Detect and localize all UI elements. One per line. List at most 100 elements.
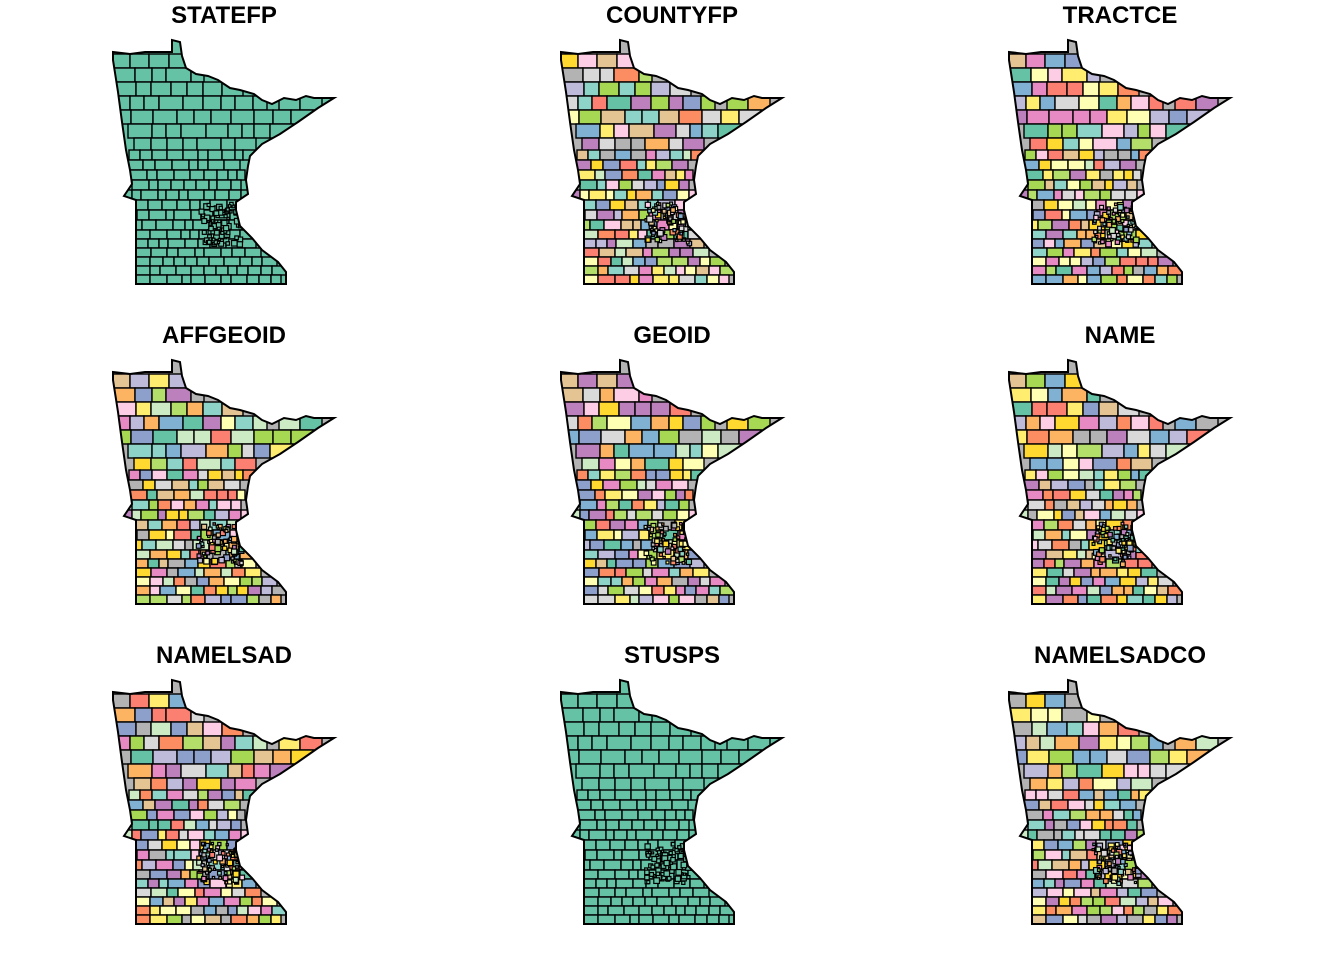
tract-polygon — [613, 529, 623, 541]
metro-tract-polygon — [1110, 867, 1118, 875]
metro-tract-polygon — [1099, 217, 1106, 223]
tract-polygon — [129, 693, 150, 709]
tract-polygon — [166, 549, 182, 560]
tract-polygon — [1069, 489, 1087, 501]
tract-polygon — [579, 499, 598, 511]
tract-polygon — [596, 373, 618, 389]
tract-polygon — [663, 905, 677, 916]
tract-polygon — [577, 809, 596, 821]
tract-polygon — [1062, 887, 1075, 898]
tract-polygon — [1035, 789, 1049, 801]
tract-polygon — [637, 169, 653, 181]
metro-tract-polygon — [1117, 866, 1121, 870]
tract-polygon — [1126, 179, 1138, 191]
tract-polygon — [128, 149, 141, 161]
tract-polygon — [227, 443, 243, 459]
tract-polygon — [158, 95, 184, 111]
tract-polygon — [641, 429, 660, 445]
tract-polygon — [165, 67, 192, 83]
tract-polygon — [1054, 238, 1065, 249]
tract-polygon — [583, 81, 600, 97]
tract-polygon — [1062, 869, 1078, 880]
tract-polygon — [675, 585, 686, 596]
tract-polygon — [579, 819, 598, 831]
tract-polygon — [270, 274, 282, 284]
tract-polygon — [170, 81, 188, 97]
metro-tract-polygon — [222, 224, 230, 232]
tract-polygon — [641, 109, 660, 125]
tract-polygon — [176, 429, 195, 445]
metro-tract-polygon — [646, 879, 651, 885]
tract-polygon — [170, 401, 188, 417]
tract-polygon — [239, 256, 253, 267]
tract-polygon — [1135, 576, 1149, 587]
tract-polygon — [616, 693, 640, 709]
tract-polygon — [207, 159, 225, 171]
tract-polygon — [651, 887, 670, 898]
tract-polygon — [1058, 896, 1071, 907]
tract-polygon — [656, 179, 666, 191]
tract-polygon — [253, 763, 271, 779]
tract-polygon — [596, 53, 618, 69]
metro-tract-polygon — [216, 870, 222, 876]
tract-polygon — [578, 109, 602, 125]
metro-tract-polygon — [647, 208, 652, 214]
metro-tract-polygon — [223, 855, 228, 860]
tract-polygon — [606, 95, 632, 111]
tract-polygon — [1074, 509, 1085, 521]
tract-polygon — [197, 789, 209, 801]
tract-polygon — [1130, 415, 1150, 431]
tract-polygon — [171, 479, 190, 491]
tract-polygon — [1130, 735, 1150, 751]
tract-polygon — [577, 373, 598, 389]
tract-polygon — [234, 789, 244, 801]
tract-polygon — [613, 123, 630, 139]
tract-polygon — [269, 123, 294, 139]
tract-polygon — [621, 809, 639, 821]
metro-tract-polygon — [231, 544, 237, 550]
tract-polygon — [140, 829, 159, 841]
tract-polygon — [1039, 95, 1056, 111]
metro-tract-polygon — [201, 544, 205, 549]
tract-polygon — [181, 594, 192, 604]
tract-polygon — [182, 149, 199, 161]
tract-polygon — [216, 179, 232, 191]
metro-tract-polygon — [220, 230, 225, 236]
metro-tract-polygon — [1110, 237, 1114, 242]
tract-polygon — [1104, 819, 1114, 831]
tract-polygon — [605, 499, 620, 511]
metro-tract-polygon — [208, 844, 214, 850]
tract-polygon — [631, 499, 645, 511]
tract-polygon — [652, 594, 670, 604]
metro-tract-polygon — [1106, 206, 1111, 211]
tract-polygon — [604, 809, 623, 821]
metro-tract-polygon — [230, 560, 235, 564]
metro-tract-polygon — [1093, 229, 1098, 235]
tract-polygon — [1082, 81, 1100, 97]
tract-polygon — [173, 169, 191, 181]
tract-polygon — [1009, 721, 1033, 737]
tract-polygon — [631, 819, 645, 831]
tract-polygon — [1062, 594, 1079, 604]
tract-polygon — [684, 585, 697, 596]
tract-polygon — [135, 721, 152, 737]
tract-polygon — [619, 159, 638, 171]
tract-polygon — [589, 219, 605, 231]
tract-polygon — [1052, 489, 1071, 501]
tract-polygon — [626, 509, 637, 521]
metro-tract-polygon — [661, 522, 665, 526]
tract-polygon — [1112, 819, 1128, 831]
metro-tract-polygon — [645, 853, 651, 858]
tract-polygon — [216, 489, 229, 501]
state-outline — [1008, 678, 1234, 925]
tract-polygon — [260, 905, 273, 916]
tract-polygon — [603, 219, 622, 231]
tract-polygon — [1044, 499, 1055, 511]
tract-polygon — [136, 529, 150, 541]
metro-tract-polygon — [1110, 848, 1116, 853]
state-outline — [560, 358, 786, 605]
tract-polygon — [596, 693, 618, 709]
map-panel-namelsad: NAMELSAD — [0, 640, 448, 960]
tract-polygon — [1045, 869, 1064, 880]
tract-polygon — [202, 95, 222, 111]
